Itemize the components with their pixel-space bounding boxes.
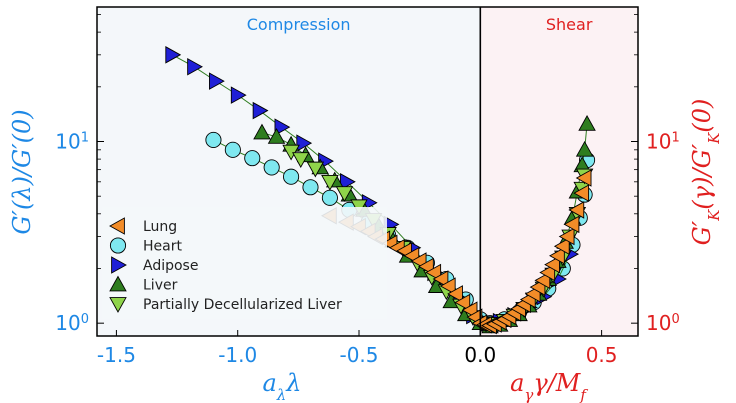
data-point-adipose xyxy=(340,173,356,191)
data-point-adipose xyxy=(230,86,247,104)
axes: -1.5 -1.0 -0.5 0.0 0.5 100 101 100 101 xyxy=(55,14,680,367)
data-point-adipose xyxy=(252,101,269,120)
y-axis-label-right: G′K(γ)/G′K(0) xyxy=(688,99,723,246)
legend-label-partially-decellularized-liver: Partially Decellularized Liver xyxy=(143,297,342,313)
data-point-lung xyxy=(439,277,456,295)
legend-label-adipose: Adipose xyxy=(143,258,198,274)
y-tick-label-right: 100 xyxy=(646,311,680,335)
data-point-heart xyxy=(263,159,280,176)
data-point-adipose xyxy=(296,134,313,152)
data-point-lung xyxy=(553,237,570,256)
data-point-heart xyxy=(321,189,338,206)
data-point-adipose xyxy=(209,72,225,90)
data-point-partially-decellularized-liver xyxy=(335,186,354,203)
data-point-partially-decellularized-liver xyxy=(292,152,310,169)
data-point-lung xyxy=(534,271,551,290)
x-tick-label: -1.5 xyxy=(97,343,136,367)
data-point-lung xyxy=(544,255,560,274)
data-point-liver xyxy=(267,127,286,144)
legend-marker-partially-decellularized-liver xyxy=(109,297,127,313)
y-tick-label-left: 101 xyxy=(55,130,89,154)
plot-frame xyxy=(96,6,639,337)
data-point-heart xyxy=(224,141,241,158)
x-tick-label: -1.0 xyxy=(218,343,257,367)
data-point-lung xyxy=(573,184,590,202)
legend-box xyxy=(102,207,387,319)
y-tick-label-right: 101 xyxy=(646,130,680,154)
legend-marker-heart xyxy=(109,237,127,254)
legend-label-liver: Liver xyxy=(143,278,178,294)
data-point-lung xyxy=(558,227,575,246)
legend-label-heart: Heart xyxy=(143,239,182,255)
data-point-lung xyxy=(549,246,565,265)
legend-marker-adipose xyxy=(111,256,127,274)
shear-region xyxy=(480,7,638,336)
data-point-heart xyxy=(244,150,261,167)
legend-label-lung: Lung xyxy=(143,219,177,235)
legend-marker-lung xyxy=(109,217,125,235)
data-point-liver xyxy=(578,114,596,131)
data-point-adipose xyxy=(165,46,182,64)
data-point-liver xyxy=(253,123,271,140)
data-point-lung xyxy=(563,215,580,234)
x-tick-label: -0.5 xyxy=(339,343,378,367)
data-point-heart xyxy=(302,179,319,196)
y-axis-label-left: G′(λ)/G′(0) xyxy=(8,109,36,234)
shear-region-label: Shear xyxy=(546,15,593,34)
x-axis-label-shear: aγγ/Mf xyxy=(510,369,588,403)
data-point-lung xyxy=(447,285,463,303)
y-tick-label-left: 100 xyxy=(55,311,89,335)
data-point-partially-decellularized-liver xyxy=(306,161,325,178)
data-point-lung xyxy=(539,263,556,282)
data-point-lung xyxy=(425,263,442,282)
x-tick-label: 0.5 xyxy=(586,343,618,367)
data-point-partially-decellularized-liver xyxy=(321,174,339,191)
data-point-heart xyxy=(283,168,300,185)
compression-region-label: Compression xyxy=(247,15,351,34)
data-point-lung xyxy=(575,169,592,187)
data-point-adipose xyxy=(187,57,203,76)
data-point-lung xyxy=(568,201,585,219)
data-point-lung xyxy=(432,270,449,288)
x-axis-label-compression: aλλ xyxy=(262,369,301,403)
data-point-heart xyxy=(205,131,222,148)
data-point-liver xyxy=(575,140,594,157)
legend: Lung Heart Adipose Liver Partially Decellula… xyxy=(102,207,387,319)
data-point-lung xyxy=(454,293,471,312)
legend-marker-liver xyxy=(109,275,127,292)
data-point-adipose xyxy=(274,118,291,136)
x-tick-label: 0.0 xyxy=(464,343,496,367)
